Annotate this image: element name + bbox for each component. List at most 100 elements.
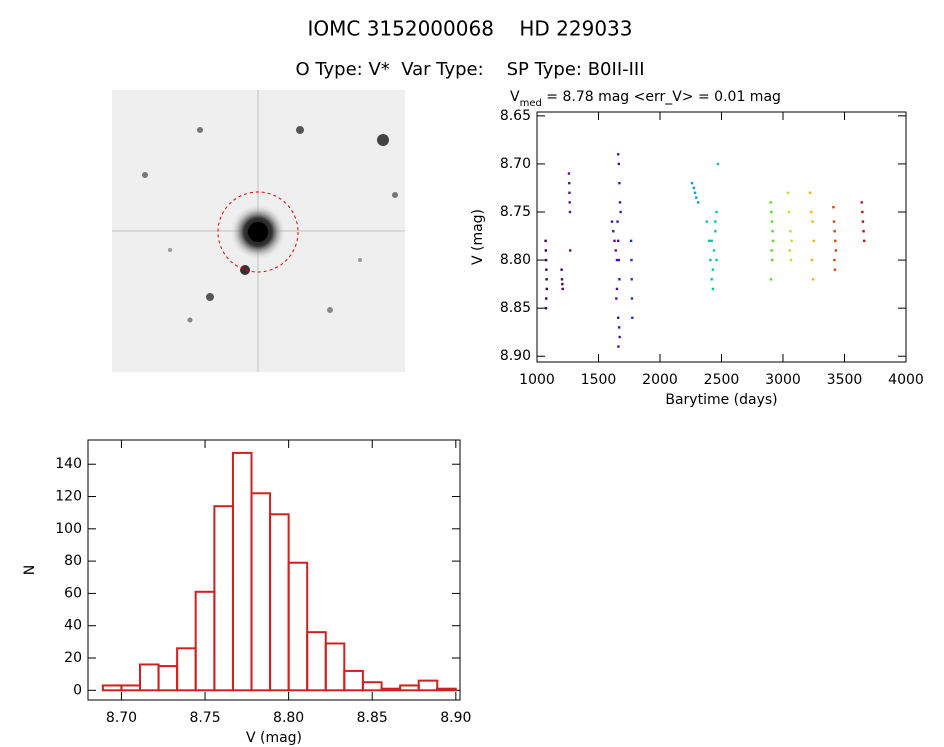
point bbox=[617, 345, 620, 348]
point bbox=[787, 210, 791, 214]
y-tick-label: 8.70 bbox=[500, 156, 531, 172]
x-tick-label: 1000 bbox=[519, 372, 555, 388]
page-subtitle: O Type: V* Var Type: SP Type: B0II-III bbox=[295, 59, 644, 80]
title-part: V bbox=[510, 89, 520, 105]
point bbox=[569, 249, 572, 252]
point bbox=[832, 220, 836, 223]
hist-bar bbox=[380, 687, 402, 692]
point bbox=[631, 316, 634, 319]
point bbox=[561, 282, 564, 286]
point bbox=[618, 201, 622, 204]
point bbox=[568, 210, 572, 214]
point bbox=[545, 278, 548, 281]
title-part: = 8.78 mag <err_V> = 0.01 mag bbox=[542, 89, 781, 105]
point bbox=[790, 239, 793, 243]
point bbox=[770, 220, 774, 223]
point bbox=[617, 162, 620, 166]
point bbox=[692, 186, 696, 190]
point bbox=[711, 287, 715, 291]
y-tick-label: 100 bbox=[55, 521, 82, 537]
point bbox=[560, 268, 563, 271]
y-tick-label: 20 bbox=[64, 650, 82, 666]
x-tick-label: 2000 bbox=[642, 372, 678, 388]
y-tick-label: 40 bbox=[64, 618, 82, 634]
point bbox=[770, 210, 773, 214]
x-tick-label: 1500 bbox=[581, 372, 617, 388]
chart-title: Vmed = 8.78 mag <err_V> = 0.01 mag bbox=[510, 89, 781, 109]
point bbox=[616, 239, 620, 243]
point bbox=[705, 220, 708, 223]
y-tick-label: 60 bbox=[64, 585, 82, 601]
hist-bar bbox=[361, 681, 383, 692]
point bbox=[630, 258, 633, 262]
y-tick-label: 8.65 bbox=[500, 108, 531, 124]
sky-image bbox=[112, 90, 405, 372]
hist-bar bbox=[120, 684, 141, 692]
hist-bar bbox=[194, 590, 216, 692]
point bbox=[714, 230, 717, 233]
point bbox=[615, 258, 619, 262]
point bbox=[630, 297, 634, 300]
point bbox=[834, 249, 838, 252]
hist-bar bbox=[176, 647, 197, 692]
hist-bar bbox=[343, 669, 364, 692]
point bbox=[769, 278, 773, 281]
x-tick-label: 2500 bbox=[704, 372, 740, 388]
hist-bar bbox=[399, 684, 420, 692]
point bbox=[714, 220, 717, 223]
hist-bar bbox=[101, 684, 123, 692]
hist-bar bbox=[417, 679, 439, 692]
point bbox=[811, 278, 815, 281]
point bbox=[861, 210, 864, 214]
point bbox=[808, 191, 812, 194]
hist-bar bbox=[269, 513, 290, 692]
x-tick-label: 8.85 bbox=[357, 710, 388, 726]
x-tick-label: 3000 bbox=[765, 372, 801, 388]
point bbox=[618, 278, 621, 281]
point bbox=[786, 191, 790, 194]
point bbox=[709, 258, 712, 262]
point bbox=[568, 181, 571, 185]
x-axis-label: V (mag) bbox=[246, 730, 302, 746]
point bbox=[617, 326, 621, 329]
x-tick-label: 3500 bbox=[827, 372, 863, 388]
point bbox=[716, 162, 720, 166]
point bbox=[617, 258, 620, 262]
point bbox=[629, 239, 633, 243]
point bbox=[833, 258, 836, 262]
point bbox=[618, 335, 621, 339]
point bbox=[770, 258, 774, 262]
hist-bar bbox=[157, 665, 179, 692]
point bbox=[545, 268, 548, 271]
point bbox=[616, 153, 620, 156]
point bbox=[616, 316, 620, 319]
point bbox=[612, 230, 615, 233]
x-tick-label: 4000 bbox=[888, 372, 924, 388]
point bbox=[568, 191, 571, 194]
point bbox=[771, 230, 774, 233]
y-tick-label: 8.75 bbox=[500, 204, 531, 220]
page-title: IOMC 3152000068 HD 229033 bbox=[307, 17, 632, 41]
point bbox=[715, 210, 718, 214]
point bbox=[614, 249, 617, 252]
x-tick-label: 8.75 bbox=[189, 710, 220, 726]
x-tick-label: 8.90 bbox=[440, 710, 471, 726]
point bbox=[560, 278, 564, 281]
y-tick-label: 0 bbox=[73, 682, 82, 698]
plot-frame bbox=[536, 111, 907, 363]
point bbox=[771, 239, 775, 243]
y-tick-label: 8.90 bbox=[500, 348, 531, 364]
point bbox=[788, 249, 791, 252]
y-tick-label: 8.80 bbox=[500, 252, 531, 268]
y-tick-label: 140 bbox=[55, 456, 82, 472]
point bbox=[789, 258, 793, 262]
point bbox=[770, 249, 773, 252]
y-tick-label: 80 bbox=[64, 553, 82, 569]
y-axis-label: N bbox=[22, 565, 38, 575]
hist-bar bbox=[287, 561, 309, 692]
point bbox=[630, 278, 633, 281]
point bbox=[545, 297, 548, 300]
y-tick-label: 120 bbox=[55, 489, 82, 505]
point bbox=[715, 258, 718, 262]
